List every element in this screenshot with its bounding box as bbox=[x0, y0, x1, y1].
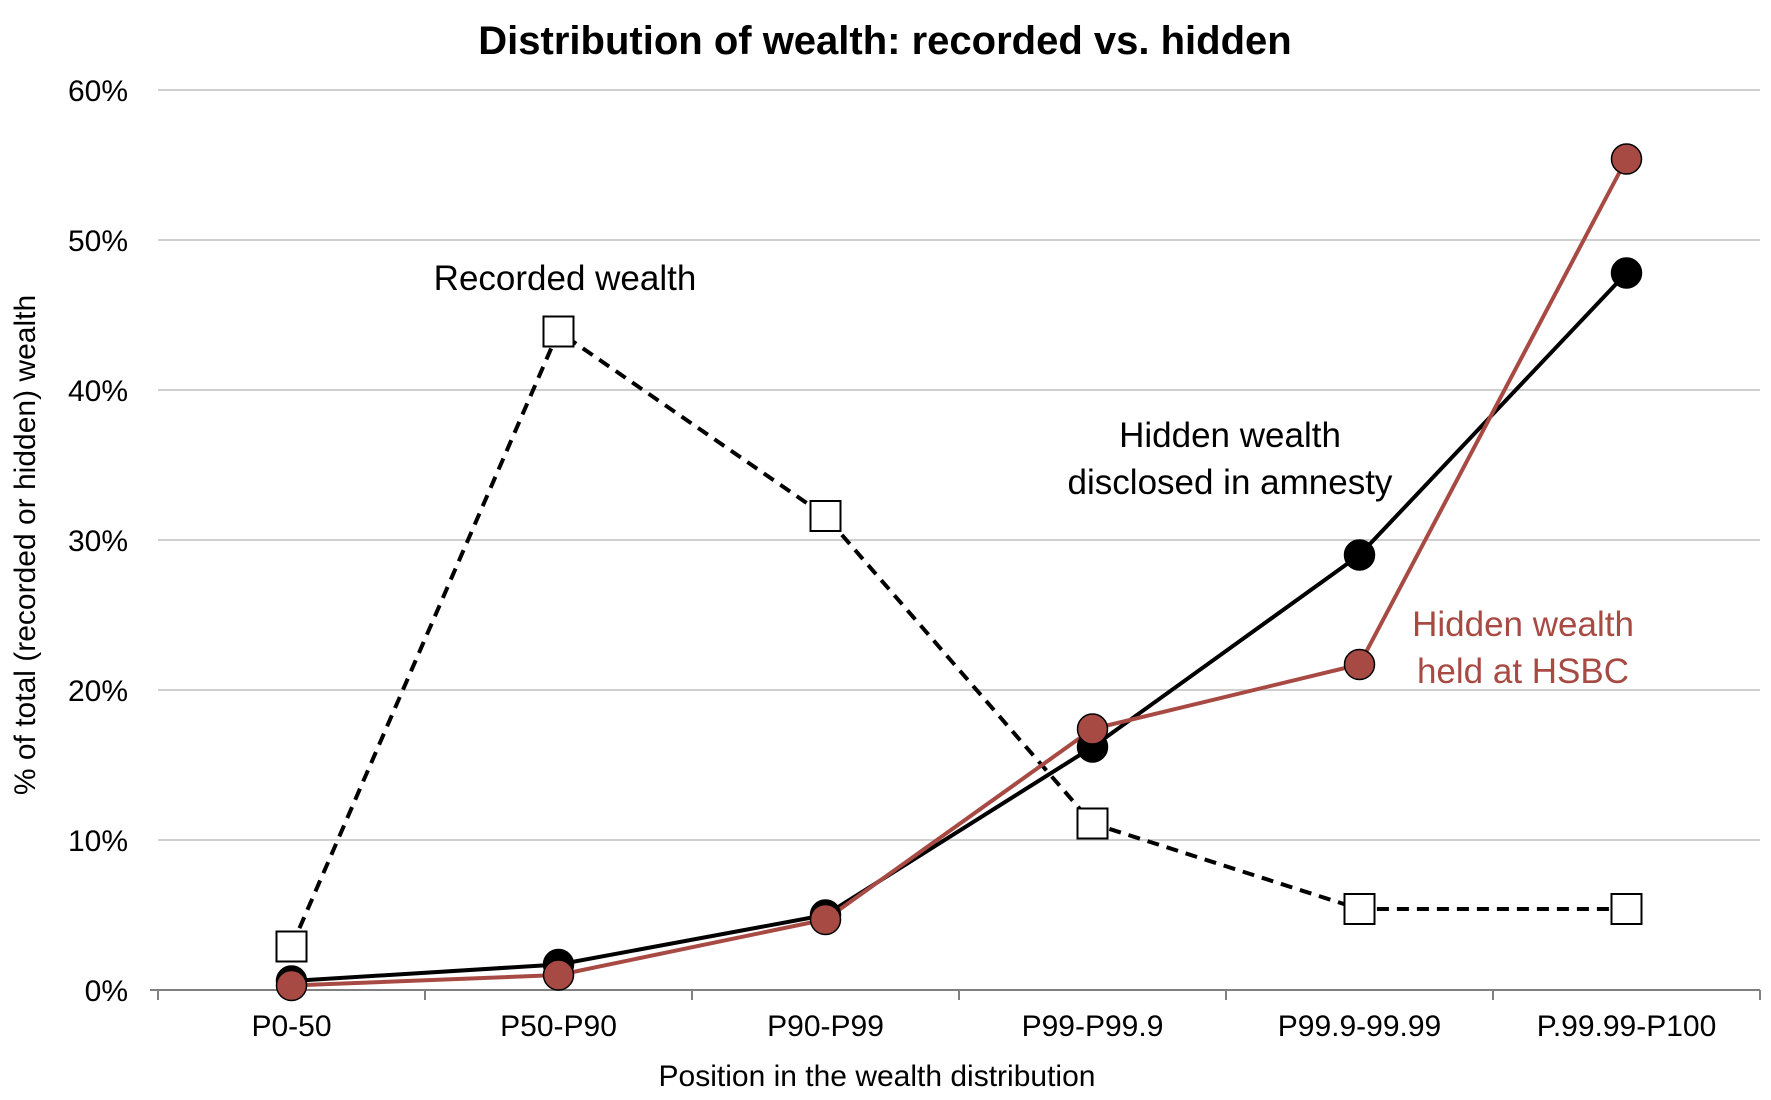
series-line-amnesty bbox=[291, 271, 1628, 983]
data-point-recorded bbox=[275, 930, 308, 963]
x-tick-label: P50-P90 bbox=[500, 1010, 617, 1043]
data-point-hsbc bbox=[1610, 143, 1643, 175]
data-point-amnesty bbox=[1610, 257, 1643, 289]
axes bbox=[150, 989, 1761, 1000]
grid-lines bbox=[158, 89, 1760, 841]
data-point-recorded bbox=[542, 315, 575, 348]
series-line-recorded bbox=[289, 329, 1627, 948]
annotations: Recorded wealth Hidden wealth disclosed in… bbox=[434, 259, 1634, 691]
y-tick-label: 10% bbox=[68, 825, 128, 858]
x-axis-label: Position in the wealth distribution bbox=[659, 1060, 1096, 1093]
data-point-amnesty bbox=[1343, 539, 1376, 571]
y-tick-labels: 0% 10% 20% 30% 40% 50% 60% bbox=[68, 75, 128, 1008]
series-line-hsbc bbox=[291, 158, 1629, 988]
x-tick-label: P.99.99-P100 bbox=[1537, 1010, 1717, 1043]
annotation-recorded: Recorded wealth bbox=[434, 259, 697, 298]
data-point-recorded bbox=[809, 500, 842, 532]
x-tick-labels: P0-50 P50-P90 P90-P99 P99-P99.9 P99.9-99.99 P… bbox=[251, 1010, 1716, 1043]
data-point-hsbc bbox=[275, 969, 308, 1002]
y-tick-label: 40% bbox=[68, 375, 128, 408]
y-axis-label: % of total (recorded or hidden) wealth bbox=[9, 295, 42, 795]
data-point-hsbc bbox=[1343, 648, 1376, 681]
y-tick-label: 0% bbox=[85, 975, 128, 1008]
x-tick-label: P99.9-99.99 bbox=[1278, 1010, 1441, 1043]
data-point-hsbc bbox=[542, 959, 575, 991]
data-point-recorded bbox=[1076, 807, 1109, 840]
y-tick-label: 30% bbox=[68, 525, 128, 558]
data-point-recorded bbox=[1343, 893, 1376, 925]
x-tick-label: P99-P99.9 bbox=[1022, 1010, 1164, 1043]
series-layer bbox=[275, 143, 1643, 1002]
chart-title: Distribution of wealth: recorded vs. hid… bbox=[478, 19, 1291, 63]
data-point-hsbc bbox=[809, 903, 842, 936]
y-tick-label: 50% bbox=[68, 225, 128, 258]
data-point-hsbc bbox=[1076, 713, 1109, 745]
data-point-recorded bbox=[1610, 893, 1643, 925]
annotation-hsbc: Hidden wealth held at HSBC bbox=[1412, 605, 1634, 691]
x-tick-label: P0-50 bbox=[251, 1010, 331, 1043]
x-tick-label: P90-P99 bbox=[767, 1010, 884, 1043]
annotation-amnesty: Hidden wealth disclosed in amnesty bbox=[1068, 416, 1393, 502]
y-tick-label: 20% bbox=[68, 675, 128, 708]
y-tick-label: 60% bbox=[68, 75, 128, 108]
